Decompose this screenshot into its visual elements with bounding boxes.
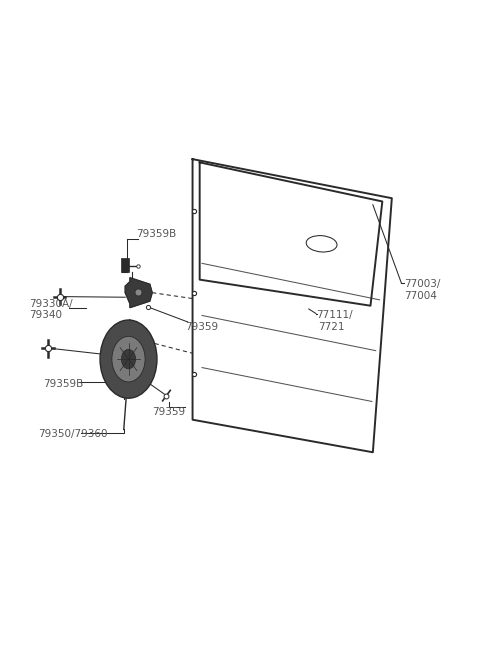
Circle shape (100, 320, 157, 398)
Text: 79359B: 79359B (43, 379, 84, 389)
Text: 79359: 79359 (152, 407, 185, 417)
Text: 77111/: 77111/ (316, 311, 352, 321)
Text: 79330A/: 79330A/ (29, 299, 72, 309)
Text: 79359B: 79359B (136, 229, 176, 239)
Polygon shape (125, 278, 152, 307)
Text: 77004: 77004 (404, 291, 436, 301)
Text: 79359: 79359 (185, 322, 218, 332)
Circle shape (121, 350, 136, 369)
Circle shape (112, 336, 145, 382)
Text: 77003/: 77003/ (404, 279, 440, 289)
FancyBboxPatch shape (121, 258, 129, 273)
Text: 79350/79360: 79350/79360 (38, 429, 108, 439)
Text: 79340: 79340 (29, 311, 62, 321)
Text: 7721: 7721 (318, 322, 345, 332)
